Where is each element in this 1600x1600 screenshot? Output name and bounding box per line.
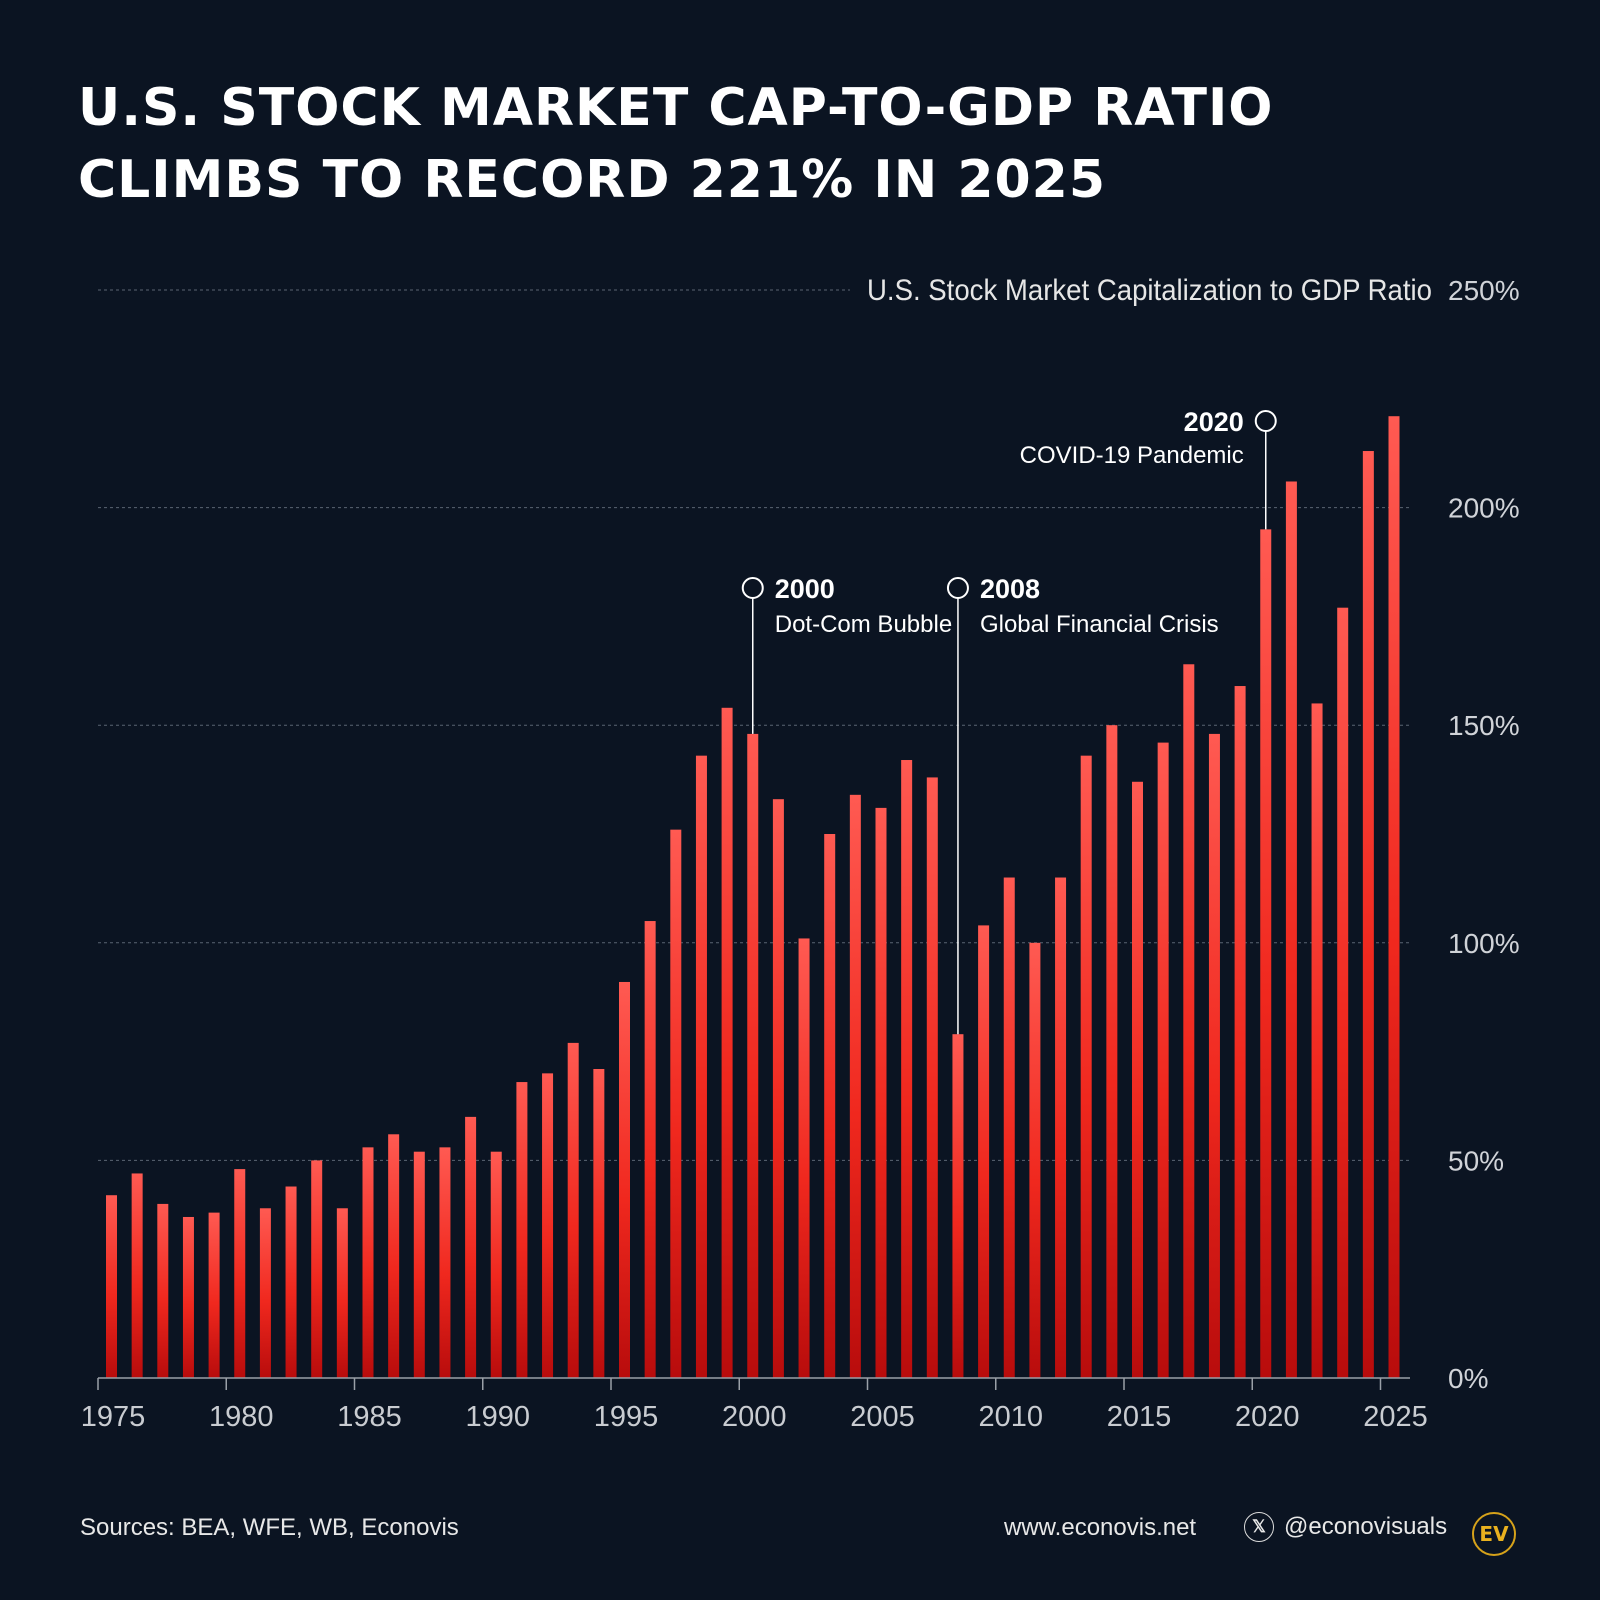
- x-tick-label: 1995: [594, 1401, 659, 1433]
- bar: [1003, 877, 1015, 1378]
- bar: [644, 921, 656, 1378]
- bar: [1285, 481, 1297, 1378]
- chart-title-line-1: U.S. Stock Market Cap-to-GDP Ratio: [78, 78, 1274, 138]
- bar: [285, 1186, 297, 1378]
- bar: [157, 1203, 169, 1378]
- bar: [747, 733, 759, 1378]
- x-tick-label: 2000: [722, 1401, 787, 1433]
- bar: [952, 1034, 964, 1378]
- bar: [516, 1082, 528, 1378]
- bar: [362, 1147, 374, 1378]
- bar: [1208, 733, 1220, 1378]
- annotation-year: 2008: [980, 574, 1040, 604]
- bar: [619, 981, 630, 1378]
- bar: [1132, 781, 1143, 1378]
- annotation-text: COVID-19 Pandemic: [1020, 442, 1244, 469]
- x-tick-label: 2020: [1235, 1401, 1300, 1433]
- bar: [593, 1069, 605, 1378]
- y-tick-label: 150%: [1448, 710, 1520, 741]
- annotation-year: 2000: [775, 574, 835, 604]
- bar: [234, 1169, 246, 1378]
- bar: [824, 834, 836, 1378]
- social-handle-text: @econovisuals: [1284, 1513, 1448, 1540]
- bar: [978, 925, 990, 1378]
- bar: [439, 1147, 451, 1378]
- bar: [131, 1173, 143, 1378]
- x-logo-icon: 𝕏: [1244, 1512, 1274, 1542]
- x-tick-label: 1990: [465, 1401, 530, 1433]
- x-tick-label: 2015: [1107, 1401, 1172, 1433]
- social-handle[interactable]: 𝕏 @econovisuals: [1244, 1512, 1447, 1542]
- bar: [1157, 742, 1169, 1378]
- chart-subtitle: U.S. Stock Market Capitalization to GDP …: [867, 274, 1432, 307]
- bar: [542, 1073, 554, 1378]
- bar: [1106, 725, 1118, 1378]
- website-link[interactable]: www.econovis.net: [1004, 1514, 1197, 1541]
- bar: [1183, 664, 1195, 1378]
- y-tick-label: 100%: [1448, 928, 1520, 959]
- bar: [311, 1160, 323, 1378]
- annotation-year: 2020: [1184, 407, 1244, 437]
- bar: [1234, 686, 1246, 1378]
- x-tick-label: 1980: [209, 1401, 274, 1433]
- bar: [208, 1212, 220, 1378]
- annotation-marker: [1254, 410, 1277, 432]
- bar: [1029, 942, 1041, 1378]
- bar: [465, 1116, 477, 1378]
- bar: [182, 1216, 194, 1378]
- bar: [1311, 703, 1323, 1378]
- chart-title: U.S. Stock Market Cap-to-GDP Ratio Climb…: [78, 72, 1278, 216]
- bar: [413, 1151, 425, 1378]
- bar: [259, 1208, 271, 1378]
- y-tick-label: 0%: [1448, 1363, 1488, 1394]
- bar: [336, 1208, 348, 1378]
- y-tick-label: 250%: [1448, 275, 1520, 306]
- x-tick-label: 1985: [337, 1401, 402, 1433]
- bar: [1055, 877, 1067, 1378]
- bar: [670, 829, 682, 1378]
- sources-note: Sources: BEA, WFE, WB, Econovis: [80, 1514, 459, 1541]
- bar: [1388, 416, 1400, 1378]
- bar: [901, 760, 913, 1378]
- bar: [849, 794, 861, 1378]
- y-tick-label: 50%: [1448, 1145, 1504, 1176]
- annotation-text: Global Financial Crisis: [980, 611, 1219, 638]
- x-tick-label: 2010: [978, 1401, 1043, 1433]
- bar: [388, 1134, 400, 1378]
- bar: [106, 1195, 117, 1378]
- bar: [1260, 529, 1272, 1378]
- bar: [490, 1151, 502, 1378]
- annotation-marker: [946, 577, 969, 599]
- annotation-marker: [741, 577, 764, 599]
- annotation-text: Dot-Com Bubble: [775, 611, 952, 638]
- bar: [721, 707, 733, 1378]
- chart-title-line-2: Climbs to Record 221% in 2025: [78, 150, 1107, 210]
- bar: [798, 938, 810, 1378]
- bar: [772, 799, 784, 1378]
- bar: [567, 1042, 579, 1378]
- x-tick-label: 1975: [81, 1401, 146, 1433]
- bar: [1337, 607, 1349, 1378]
- x-tick-label: 2025: [1363, 1401, 1428, 1433]
- x-tick-label: 2005: [850, 1401, 915, 1433]
- bar: [926, 777, 938, 1378]
- y-tick-label: 200%: [1448, 493, 1520, 524]
- bar: [695, 755, 707, 1378]
- bar: [875, 807, 887, 1378]
- econovis-logo: EV: [1472, 1512, 1516, 1556]
- bar: [1362, 451, 1374, 1378]
- bar: [1080, 755, 1092, 1378]
